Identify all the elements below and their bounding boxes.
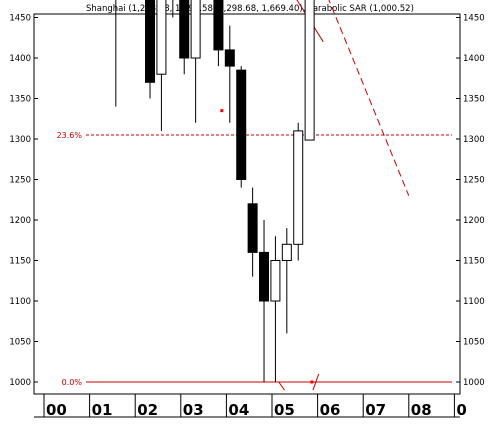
candle-body [304, 0, 315, 141]
y-tick-label-left: 1450 [9, 14, 31, 24]
x-tick-label: 05 [274, 401, 295, 419]
candle-body [179, 0, 190, 59]
trendline-dashed [328, 0, 410, 196]
y-tick-label-right: 1250 [463, 176, 485, 186]
y-tick-label-left: 1250 [9, 176, 31, 186]
x-tick-label: 06 [320, 401, 341, 419]
x-tick-label: 03 [183, 401, 204, 419]
x-tick-label: 00 [46, 401, 67, 419]
x-tick-label: 01 [92, 401, 113, 419]
y-tick-label-right: 1300 [463, 135, 485, 145]
candle-body [156, 0, 167, 75]
y-tick-label-left: 1200 [9, 216, 31, 226]
y-tick-label-left: 1000 [9, 378, 31, 388]
chart-title: Shanghai (1,298.68, 1,695.58, 1,298.68, … [86, 4, 414, 14]
y-tick-label-right: 1000 [463, 378, 485, 388]
fib-level-label: 23.6% [57, 131, 83, 140]
y-tick-label-right: 1100 [463, 297, 485, 307]
candle-body [281, 243, 292, 262]
x-tick-label: 02 [137, 401, 158, 419]
gann-arc [278, 381, 285, 391]
gann-arc [312, 373, 320, 391]
candle-body [259, 251, 270, 302]
y-tick-label-left: 1100 [9, 297, 31, 307]
y-tick-label-left: 1300 [9, 135, 31, 145]
y-tick-label-right: 1450 [463, 14, 485, 24]
sar-point [220, 109, 224, 113]
x-tick-label: 0 [456, 401, 466, 419]
x-tick-label: 04 [228, 401, 249, 419]
candle-body [247, 203, 258, 253]
x-tick-label: 08 [411, 401, 432, 419]
y-tick-label-right: 1400 [463, 54, 485, 64]
candle-body [190, 0, 201, 59]
candle-body [270, 260, 281, 302]
y-tick-label-right: 1050 [463, 338, 485, 348]
y-tick-label-left: 1150 [9, 257, 31, 267]
y-tick-label-left: 1350 [9, 95, 31, 105]
candle-body [224, 49, 235, 67]
plot-frame [33, 13, 461, 395]
x-tick-label: 07 [365, 401, 386, 419]
y-tick-label-left: 1050 [9, 338, 31, 348]
y-tick-label-right: 1200 [463, 216, 485, 226]
fib-level-label: 0.0% [62, 378, 83, 387]
sar-point [310, 380, 314, 384]
candle-body [145, 0, 156, 83]
candle-body [213, 0, 224, 51]
y-tick-label-right: 1350 [463, 95, 485, 105]
candle-body [293, 130, 304, 245]
y-tick-label-right: 1150 [463, 257, 485, 267]
candle-body [236, 69, 247, 180]
y-tick-label-left: 1400 [9, 54, 31, 64]
